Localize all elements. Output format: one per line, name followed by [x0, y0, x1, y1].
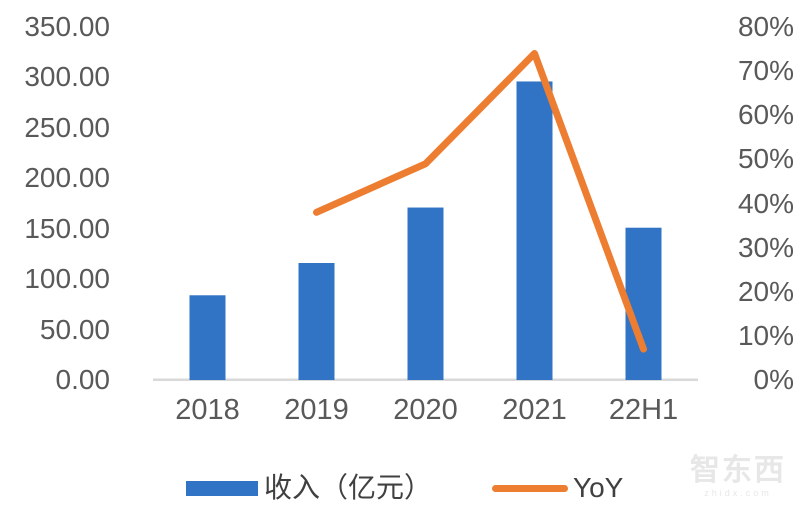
y-axis-tick-200: 200.00	[24, 162, 110, 194]
x-axis-label-2021: 2021	[502, 394, 567, 426]
y-axis-tick-350: 350.00	[24, 11, 110, 42]
legend-item-revenue: 收入（亿元）	[186, 468, 432, 508]
yoy-legend-label: YoY	[573, 472, 624, 503]
revenue-bar-swatch	[186, 480, 258, 496]
y-axis-tick-300: 300.00	[24, 61, 110, 93]
chart-legend: 收入（亿元） YoY	[0, 468, 800, 508]
yoy-line	[313, 49, 647, 353]
bar-2020	[407, 207, 444, 380]
revenue-legend-label: 收入（亿元）	[264, 472, 433, 503]
secondary-axis-tick-70: 70%	[737, 55, 794, 87]
secondary-axis-tick-0: 0%	[753, 364, 794, 395]
secondary-axis-tick-20: 20%	[737, 275, 794, 307]
x-axis-label-22H1: 22H1	[608, 394, 679, 426]
secondary-axis-tick-80: 80%	[737, 11, 794, 42]
bar-2021	[516, 81, 553, 380]
y-axis-tick-250: 250.00	[24, 111, 110, 143]
bar-2019	[298, 263, 335, 380]
y-axis-tick-100: 100.00	[24, 263, 110, 295]
legend-item-yoy: YoY	[492, 468, 623, 508]
y-axis-tick-0: 0.00	[55, 364, 111, 395]
x-axis-label-2020: 2020	[393, 394, 458, 426]
bar-22H1	[625, 227, 662, 380]
y-axis-tick-50: 50.00	[39, 313, 110, 345]
secondary-axis-tick-40: 40%	[737, 187, 794, 219]
x-axis-label-2019: 2019	[284, 394, 349, 426]
y-axis-tick-150: 150.00	[24, 212, 110, 244]
x-axis-label-2018: 2018	[175, 394, 240, 426]
secondary-axis-tick-60: 60%	[737, 99, 794, 131]
bar-2018	[189, 295, 226, 380]
secondary-axis-tick-50: 50%	[737, 143, 794, 175]
secondary-axis-tick-30: 30%	[737, 231, 794, 263]
yoy-line-swatch	[492, 484, 568, 492]
secondary-axis-tick-10: 10%	[737, 319, 794, 351]
